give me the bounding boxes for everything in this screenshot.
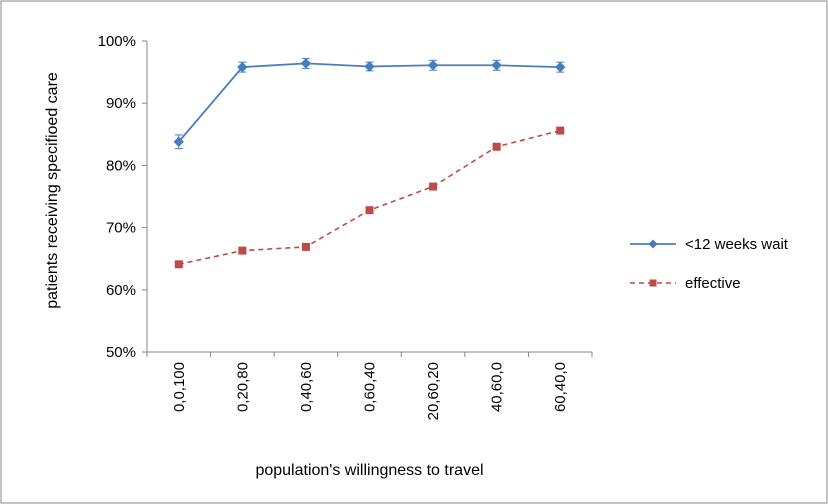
x-tick-label: 20,60,20 bbox=[425, 362, 442, 420]
x-tick-label: 0,20,80 bbox=[234, 362, 251, 412]
x-tick-label: 60,40,0 bbox=[552, 362, 569, 412]
legend-label: effective bbox=[685, 275, 741, 292]
legend-marker bbox=[649, 279, 657, 287]
y-tick-label: 100% bbox=[98, 33, 136, 50]
data-point bbox=[174, 260, 183, 269]
axes: 50% 60% 70% 80% 90% 100% 0,0,100 0,20,80 0,40,60… bbox=[98, 33, 593, 420]
data-point bbox=[427, 60, 439, 71]
data-point bbox=[238, 246, 247, 255]
legend: <12 weeks wait effective bbox=[630, 236, 789, 292]
data-point bbox=[365, 206, 374, 215]
y-tick-label: 70% bbox=[106, 220, 136, 237]
data-point bbox=[429, 182, 438, 191]
data-point bbox=[237, 61, 248, 73]
data-point bbox=[300, 58, 312, 69]
data-point bbox=[492, 142, 501, 151]
y-axis-title: patients receiving specifioed care bbox=[44, 72, 61, 309]
data-point bbox=[555, 61, 566, 73]
x-tick-label: 0,40,60 bbox=[298, 362, 315, 412]
x-axis-title: population's willingness to travel bbox=[255, 462, 483, 479]
data-point bbox=[556, 126, 565, 135]
data-point bbox=[301, 242, 310, 251]
data-point bbox=[173, 136, 184, 147]
y-tick-label: 80% bbox=[106, 157, 136, 174]
plot-area bbox=[173, 57, 566, 269]
y-tick-label: 90% bbox=[106, 95, 136, 112]
data-point bbox=[491, 60, 502, 71]
y-tick-label: 50% bbox=[106, 344, 136, 361]
x-tick-label: 0,0,100 bbox=[171, 362, 188, 412]
legend-label: <12 weeks wait bbox=[685, 236, 789, 253]
x-tick-label: 0,60,40 bbox=[362, 362, 379, 412]
x-tick-label: 40,60,0 bbox=[489, 362, 506, 412]
legend-marker bbox=[648, 239, 658, 249]
data-point bbox=[364, 61, 375, 72]
y-tick-label: 60% bbox=[106, 282, 136, 299]
